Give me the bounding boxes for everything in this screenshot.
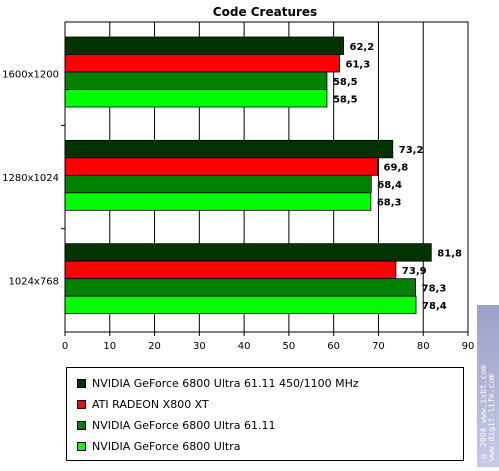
x-tick-label: 60 — [327, 341, 340, 352]
legend-label: NVIDIA GeForce 6800 Ultra 61.11 450/1100… — [92, 377, 359, 390]
watermark-text: © 2004 www.ixbt.com www.digit-life.com — [479, 365, 496, 461]
legend-swatch — [77, 442, 86, 451]
bar — [64, 71, 328, 90]
watermark-badge: © 2004 www.ixbt.com www.digit-life.com — [477, 305, 499, 467]
x-tick-label: 30 — [193, 341, 206, 352]
category-label: 1600x1200 — [2, 70, 59, 81]
data-label: 58,5 — [333, 94, 358, 105]
category-label: 1280x1024 — [2, 173, 59, 184]
bar — [64, 192, 372, 211]
x-tick-label: 90 — [462, 341, 475, 352]
data-label: 58,5 — [333, 77, 358, 88]
bar — [64, 139, 394, 159]
category-label: 1024x768 — [9, 276, 59, 287]
legend-label: NVIDIA GeForce 6800 Ultra 61.11 — [92, 419, 276, 432]
legend-item: ATI RADEON X800 XT — [77, 394, 463, 415]
x-tick-label: 50 — [283, 341, 296, 352]
data-label: 78,3 — [422, 283, 447, 294]
data-label: 73,9 — [402, 266, 427, 277]
legend-label: ATI RADEON X800 XT — [92, 398, 209, 411]
legend-label: NVIDIA GeForce 6800 Ultra — [92, 440, 241, 453]
x-tick-label: 10 — [103, 341, 116, 352]
legend-item: NVIDIA GeForce 6800 Ultra 61.11 450/1100… — [77, 373, 463, 394]
data-label: 69,8 — [384, 163, 409, 174]
watermark-line-2: www.digit-life.com — [487, 374, 496, 461]
data-label: 68,3 — [377, 198, 402, 209]
legend: NVIDIA GeForce 6800 Ultra 61.11 450/1100… — [66, 367, 464, 461]
data-label: 81,8 — [437, 248, 462, 259]
bar — [64, 243, 432, 262]
bar — [64, 278, 417, 297]
x-tick-label: 40 — [238, 341, 251, 352]
x-tick-label: 80 — [417, 341, 430, 352]
legend-swatch — [77, 379, 86, 388]
bar — [64, 89, 328, 108]
legend-item: NVIDIA GeForce 6800 Ultra 61.11 — [77, 415, 463, 436]
legend-item: NVIDIA GeForce 6800 Ultra — [77, 436, 463, 457]
x-tick-label: 0 — [62, 341, 68, 352]
x-tick-label: 70 — [372, 341, 385, 352]
data-label: 73,2 — [399, 145, 424, 156]
data-label: 68,4 — [377, 180, 402, 191]
bar — [64, 260, 397, 280]
plot-area: 62,2 61,3 58,5 58,5 1600x1200 73,2 69,8 68,4 68,… — [2, 21, 475, 352]
bar — [64, 36, 344, 55]
plot-border — [64, 21, 469, 333]
bar — [64, 174, 372, 194]
bar — [64, 54, 340, 73]
bar — [64, 295, 417, 315]
chart-title: Code Creatures — [213, 5, 317, 19]
legend-swatch — [77, 400, 86, 409]
data-label: 62,2 — [350, 42, 375, 53]
bar — [64, 157, 378, 176]
x-tick-label: 20 — [148, 341, 161, 352]
data-label: 78,4 — [422, 301, 447, 312]
legend-swatch — [77, 421, 86, 430]
data-label: 61,3 — [345, 59, 370, 70]
